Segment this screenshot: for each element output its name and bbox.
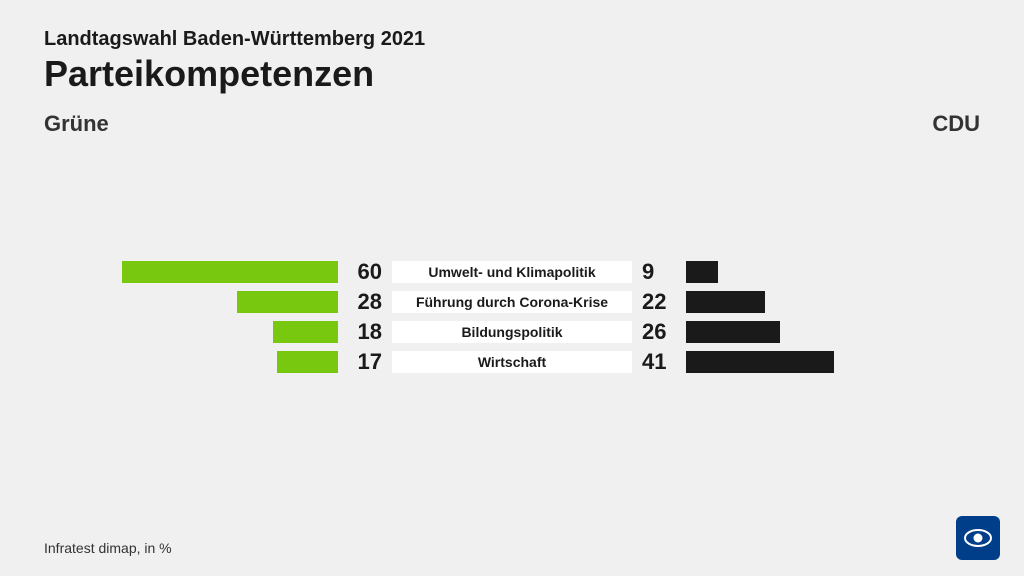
category-box: Führung durch Corona-Krise [392,291,632,313]
chart-header: Landtagswahl Baden-Württemberg 2021 Part… [0,0,1024,95]
right-bar [686,291,765,313]
category-label: Führung durch Corona-Krise [416,294,608,310]
right-bar [686,351,834,373]
broadcaster-logo [956,516,1000,560]
left-pane: 18 [44,319,386,345]
left-bar [277,351,338,373]
left-value: 28 [338,289,386,315]
category-box: Bildungspolitik [392,321,632,343]
right-pane: 41 [638,349,980,375]
right-bar [686,261,718,283]
right-value: 41 [638,349,686,375]
chart-row: 17 Wirtschaft 41 [44,348,980,375]
diverging-bar-chart: 60 Umwelt- und Klimapolitik 9 28 Führung dur… [44,258,980,378]
left-value: 60 [338,259,386,285]
chart-subtitle: Landtagswahl Baden-Württemberg 2021 [44,28,980,51]
category-box: Wirtschaft [392,351,632,373]
right-pane: 26 [638,319,980,345]
right-bar [686,321,780,343]
eye-icon [962,522,994,554]
right-pane: 22 [638,289,980,315]
chart-row: 60 Umwelt- und Klimapolitik 9 [44,258,980,285]
category-label: Bildungspolitik [461,324,562,340]
right-value: 9 [638,259,686,285]
right-party-label: CDU [932,111,980,137]
category-box: Umwelt- und Klimapolitik [392,261,632,283]
category-label: Umwelt- und Klimapolitik [428,264,595,280]
left-value: 18 [338,319,386,345]
left-party-label: Grüne [44,111,109,137]
left-pane: 17 [44,349,386,375]
right-pane: 9 [638,259,980,285]
chart-row: 28 Führung durch Corona-Krise 22 [44,288,980,315]
right-value: 22 [638,289,686,315]
left-pane: 60 [44,259,386,285]
chart-source: Infratest dimap, in % [44,540,172,556]
chart-row: 18 Bildungspolitik 26 [44,318,980,345]
left-bar [122,261,338,283]
left-bar [273,321,338,343]
left-pane: 28 [44,289,386,315]
chart-title: Parteikompetenzen [44,53,980,95]
left-value: 17 [338,349,386,375]
right-value: 26 [638,319,686,345]
category-label: Wirtschaft [478,354,546,370]
party-labels-row: Grüne CDU [0,95,1024,137]
left-bar [237,291,338,313]
